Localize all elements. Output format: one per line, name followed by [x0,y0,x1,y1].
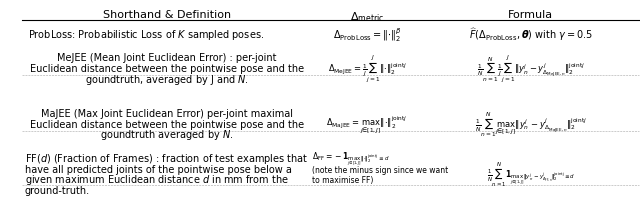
Text: $\frac{1}{N}\sum_{n=1}^{N}\max_{j\in[1,J]}\|y_n^j - y^j_{\Delta_{\mathrm{MaJEE},: $\frac{1}{N}\sum_{n=1}^{N}\max_{j\in[1,J… [475,110,587,139]
Text: Shorthand & Definition: Shorthand & Definition [103,10,231,20]
Text: (note the minus sign since we want: (note the minus sign since we want [312,166,448,175]
Text: Euclidean distance between the pointwise pose and the: Euclidean distance between the pointwise… [29,120,304,130]
Text: $\frac{1}{N}\sum_{n=1}^{N}\frac{1}{J}\sum_{j=1}^{J}\|y_n^j - y^j_{\Delta_{\mathr: $\frac{1}{N}\sum_{n=1}^{N}\frac{1}{J}\su… [477,53,585,84]
Text: $\widehat{F}(\Delta_{\mathrm{ProbLoss}}, \boldsymbol{\theta})$ with $\gamma = 0.: $\widehat{F}(\Delta_{\mathrm{ProbLoss}},… [468,26,593,43]
Text: $\Delta_{\mathrm{MeJEE}} = \frac{1}{J}\sum_{j=1}^{J} \|{\cdot}\|_2^{\mathrm{join: $\Delta_{\mathrm{MeJEE}} = \frac{1}{J}\s… [328,53,407,84]
Text: $\Delta_{\mathrm{ProbLoss}} = \|{\cdot}\|_2^{\beta}$: $\Delta_{\mathrm{ProbLoss}} = \|{\cdot}\… [333,26,401,43]
Text: MaJEE (Max Joint Euclidean Error) per-joint maximal: MaJEE (Max Joint Euclidean Error) per-jo… [41,109,293,119]
Text: Formula: Formula [508,10,553,20]
Text: ground-truth.: ground-truth. [25,186,90,196]
Text: given maximum Euclidean distance $d$ in mm from the: given maximum Euclidean distance $d$ in … [25,173,289,187]
Text: have all predicted joints of the pointwise pose below a: have all predicted joints of the pointwi… [25,164,292,174]
Text: goundtruth, averaged by J and $N$.: goundtruth, averaged by J and $N$. [85,72,249,87]
Text: $\Delta_{\mathrm{FF}} = -\mathbf{1}_{\max_{j\in[1,J]}\|{\cdot}\|_2^{\mathrm{join: $\Delta_{\mathrm{FF}} = -\mathbf{1}_{\ma… [312,150,390,168]
Text: Euclidean distance between the pointwise pose and the: Euclidean distance between the pointwise… [29,64,304,74]
Text: goundtruth averaged by $N$.: goundtruth averaged by $N$. [100,128,234,142]
Text: $\frac{1}{N}\sum_{n=1}^{N}\mathbf{1}_{\max_{j\in[1,J]}\|y_n^j - y^j_{\Delta_{\ma: $\frac{1}{N}\sum_{n=1}^{N}\mathbf{1}_{\m… [486,161,575,189]
Text: FF($d$) (Fraction of Frames) : fraction of test examples that: FF($d$) (Fraction of Frames) : fraction … [25,152,308,166]
Text: $\Delta_{\mathrm{MaJEE}} = \max_{j\in[1,J]} \|{\cdot}\|_2^{\mathrm{joint}j}$: $\Delta_{\mathrm{MaJEE}} = \max_{j\in[1,… [326,114,408,135]
Text: MeJEE (Mean Joint Euclidean Error) : per-joint: MeJEE (Mean Joint Euclidean Error) : per… [57,53,276,63]
Text: ProbLoss: Probabilistic Loss of $K$ sampled poses.: ProbLoss: Probabilistic Loss of $K$ samp… [28,28,264,42]
Text: to maximise FF): to maximise FF) [312,176,373,185]
Text: $\Delta_{\mathrm{metric}}$: $\Delta_{\mathrm{metric}}$ [350,10,385,24]
